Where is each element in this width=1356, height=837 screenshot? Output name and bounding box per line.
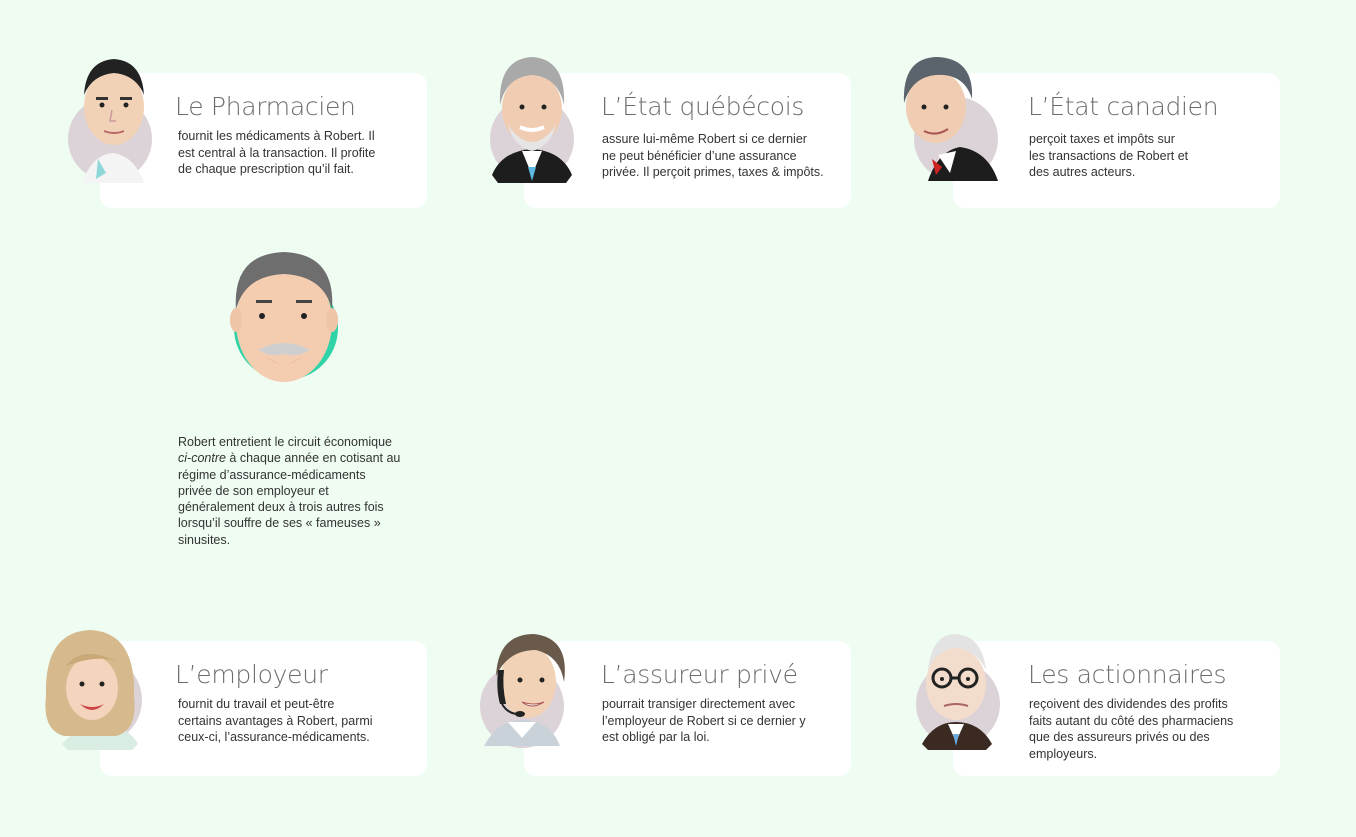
actor-card-etat-quebecois xyxy=(524,73,851,208)
actor-description: pourrait transiger directement avec l’em… xyxy=(602,696,852,746)
actor-card-actionnaires xyxy=(953,641,1280,776)
description-line: certains avantages à Robert, parmi xyxy=(178,713,373,728)
actionnaires-portrait-icon xyxy=(916,634,1000,750)
robert-emphasis: ci-contre xyxy=(178,451,226,466)
pharmacien-portrait-icon xyxy=(68,59,152,183)
description-line: ceux-ci, l’assurance-médicaments. xyxy=(178,730,370,744)
description-line: reçoivent des dividendes des profits xyxy=(1029,697,1228,711)
employeur-portrait-icon xyxy=(45,630,142,750)
actor-title: L’État canadien xyxy=(1028,92,1219,121)
actor-title: L’État québécois xyxy=(601,92,805,121)
description-line: est obligé par la loi. xyxy=(602,730,710,744)
description-line: ne peut bénéficier d’une assurance xyxy=(602,148,797,163)
description-line: privée. Il perçoit primes, taxes & impôt… xyxy=(602,165,824,179)
actor-description: reçoivent des dividendes des profits fai… xyxy=(1029,696,1269,762)
description-line: Robert entretient le circuit économique xyxy=(178,434,418,450)
robert-portrait-icon xyxy=(230,252,338,382)
actor-title: L’assureur privé xyxy=(601,660,798,689)
etat-canadien-portrait-icon xyxy=(903,57,998,181)
description-line: est central à la transaction. Il profite xyxy=(178,145,376,160)
description-line: les transactions de Robert et xyxy=(1029,148,1189,163)
description-line: régime d’assurance-médicaments xyxy=(178,467,366,482)
description-line: privée de son employeur et xyxy=(178,483,329,498)
description-line: que des assureurs privés ou des xyxy=(1029,730,1210,744)
actor-card-etat-canadien xyxy=(953,73,1280,208)
description-line: employeurs. xyxy=(1029,746,1098,761)
actor-card-assureur-prive xyxy=(524,641,851,776)
description-line: de chaque prescription qu’il fait. xyxy=(178,162,354,176)
description-line: pourrait transiger directement avec xyxy=(602,697,796,711)
actor-description: fournit du travail et peut-être certains… xyxy=(178,696,418,746)
description-line: fournit du travail et peut-être xyxy=(178,697,335,711)
description-line: sinusites. xyxy=(178,532,231,547)
actor-title: Les actionnaires xyxy=(1028,660,1227,689)
actor-description: perçoit taxes et impôts sur les transact… xyxy=(1029,131,1269,181)
description-line: perçoit taxes et impôts sur xyxy=(1029,132,1175,146)
description-line: ci-contre à chaque année en cotisant au xyxy=(178,450,418,466)
robert-rest: à chaque année en cotisant au xyxy=(225,451,401,466)
description-line: l’employeur de Robert si ce dernier y xyxy=(602,713,806,728)
robert-intro: Robert entretient le circuit économique xyxy=(178,435,393,449)
robert-description: Robert entretient le circuit économique … xyxy=(178,434,418,548)
description-line: fournit les médicaments à Robert. Il xyxy=(178,129,375,143)
etat-quebecois-portrait-icon xyxy=(490,57,574,183)
actor-card-employeur xyxy=(100,641,427,776)
assureur-prive-portrait-icon xyxy=(480,634,565,748)
description-line: généralement deux à trois autres fois xyxy=(178,500,384,515)
description-line: des autres acteurs. xyxy=(1029,165,1136,179)
actor-card-pharmacien xyxy=(100,73,427,208)
description-line: faits autant du côté des pharmaciens xyxy=(1029,713,1234,728)
description-line: lorsqu’il souffre de ses « fameuses » xyxy=(178,516,381,531)
actor-description: assure lui-même Robert si ce dernier ne … xyxy=(602,131,852,181)
actor-description: fournit les médicaments à Robert. Il est… xyxy=(178,128,418,178)
actor-title: L’employeur xyxy=(175,660,328,689)
description-line: assure lui-même Robert si ce dernier xyxy=(602,132,807,146)
actor-title: Le Pharmacien xyxy=(175,92,356,121)
